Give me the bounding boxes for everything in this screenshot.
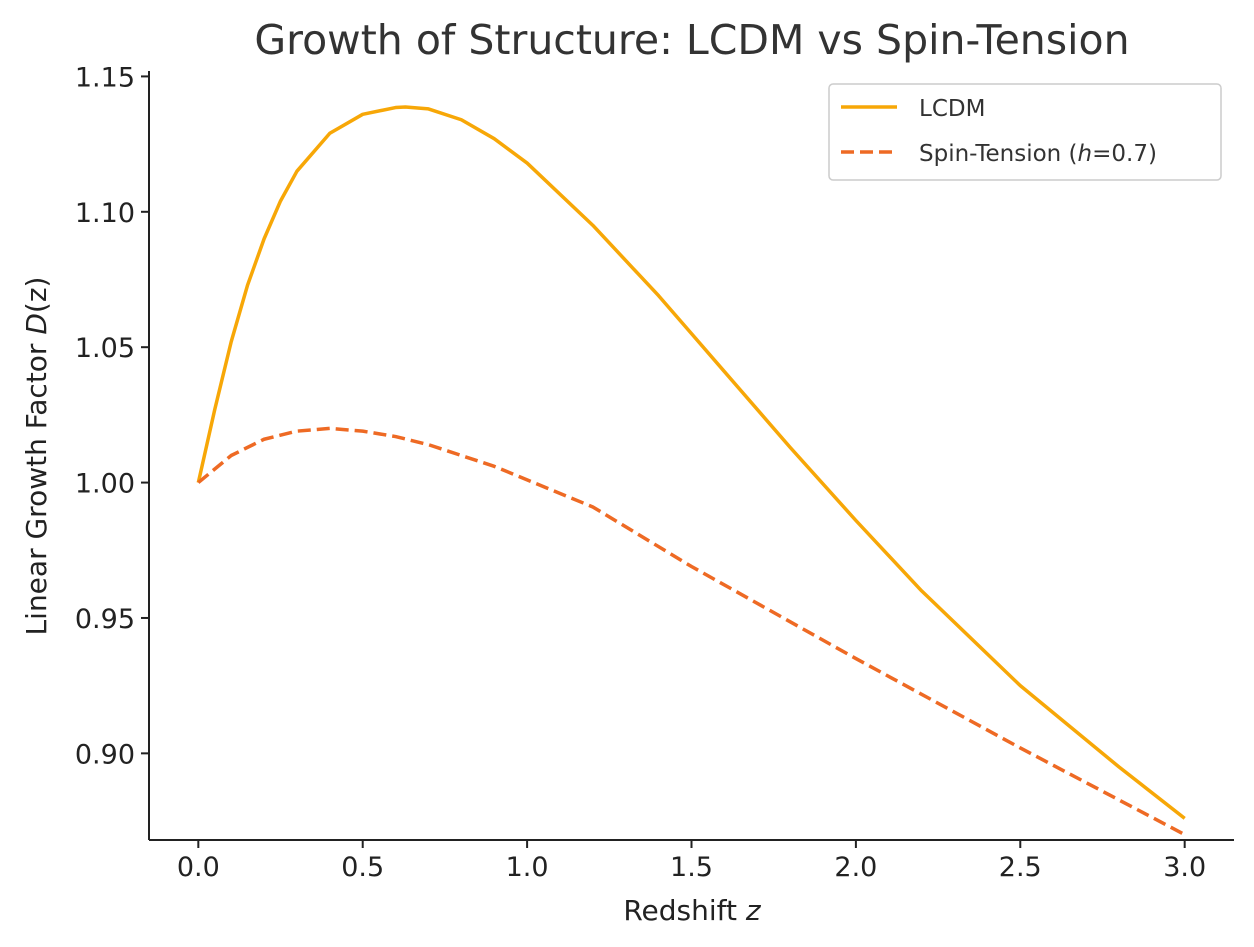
- x-tick-label: 1.5: [670, 852, 713, 883]
- legend-label-lcdm: LCDM: [919, 96, 985, 122]
- legend-label-spin-tension-prefix: Spin-Tension (: [919, 141, 1078, 167]
- x-ticks: 0.0 0.5 1.0 1.5 2.0 2.5 3.0: [177, 840, 1206, 883]
- y-axis-label-prefix: Linear Growth Factor: [20, 335, 53, 636]
- x-tick-label: 3.0: [1163, 852, 1206, 883]
- x-tick-label: 2.0: [834, 852, 877, 883]
- y-axis: 0.90 0.95 1.00 1.05 1.10 1.15 Linear Growth F…: [20, 62, 150, 840]
- y-tick-label: 0.95: [75, 604, 135, 635]
- x-axis: 0.0 0.5 1.0 1.5 2.0 2.5 3.0 Redshift z: [149, 839, 1234, 927]
- x-tick-label: 0.5: [341, 852, 384, 883]
- series-line-spin-tension: [197, 426, 1186, 837]
- y-axis-label: Linear Growth Factor D(z): [20, 277, 53, 636]
- y-tick-label: 1.10: [75, 198, 135, 229]
- series-line-lcdm: [196, 105, 1186, 820]
- y-tick-label: 0.90: [75, 739, 135, 770]
- y-axis-label-variable: D: [20, 313, 53, 335]
- x-axis-label: Redshift z: [623, 894, 762, 927]
- y-tick-label: 1.00: [75, 469, 135, 500]
- x-tick-label: 1.0: [506, 852, 549, 883]
- x-tick-label: 0.0: [177, 852, 220, 883]
- y-ticks: 0.90 0.95 1.00 1.05 1.10 1.15: [75, 62, 149, 770]
- x-axis-label-prefix: Redshift: [623, 894, 746, 927]
- series-layer: [196, 105, 1186, 837]
- y-axis-label-suffix: (z): [20, 277, 53, 314]
- x-axis-label-variable: z: [745, 894, 762, 927]
- chart-title: Growth of Structure: LCDM vs Spin-Tensio…: [254, 16, 1129, 64]
- legend-frame: [828, 83, 1222, 181]
- y-tick-label: 1.05: [75, 333, 135, 364]
- legend-label-spin-tension-suffix: =0.7): [1092, 141, 1157, 167]
- y-tick-label: 1.15: [75, 62, 135, 93]
- legend-label-spin-tension-variable: h: [1078, 141, 1093, 167]
- legend: LCDM Spin-Tension (h=0.7): [828, 83, 1222, 181]
- legend-label-spin-tension: Spin-Tension (h=0.7): [919, 141, 1157, 167]
- x-tick-label: 2.5: [999, 852, 1042, 883]
